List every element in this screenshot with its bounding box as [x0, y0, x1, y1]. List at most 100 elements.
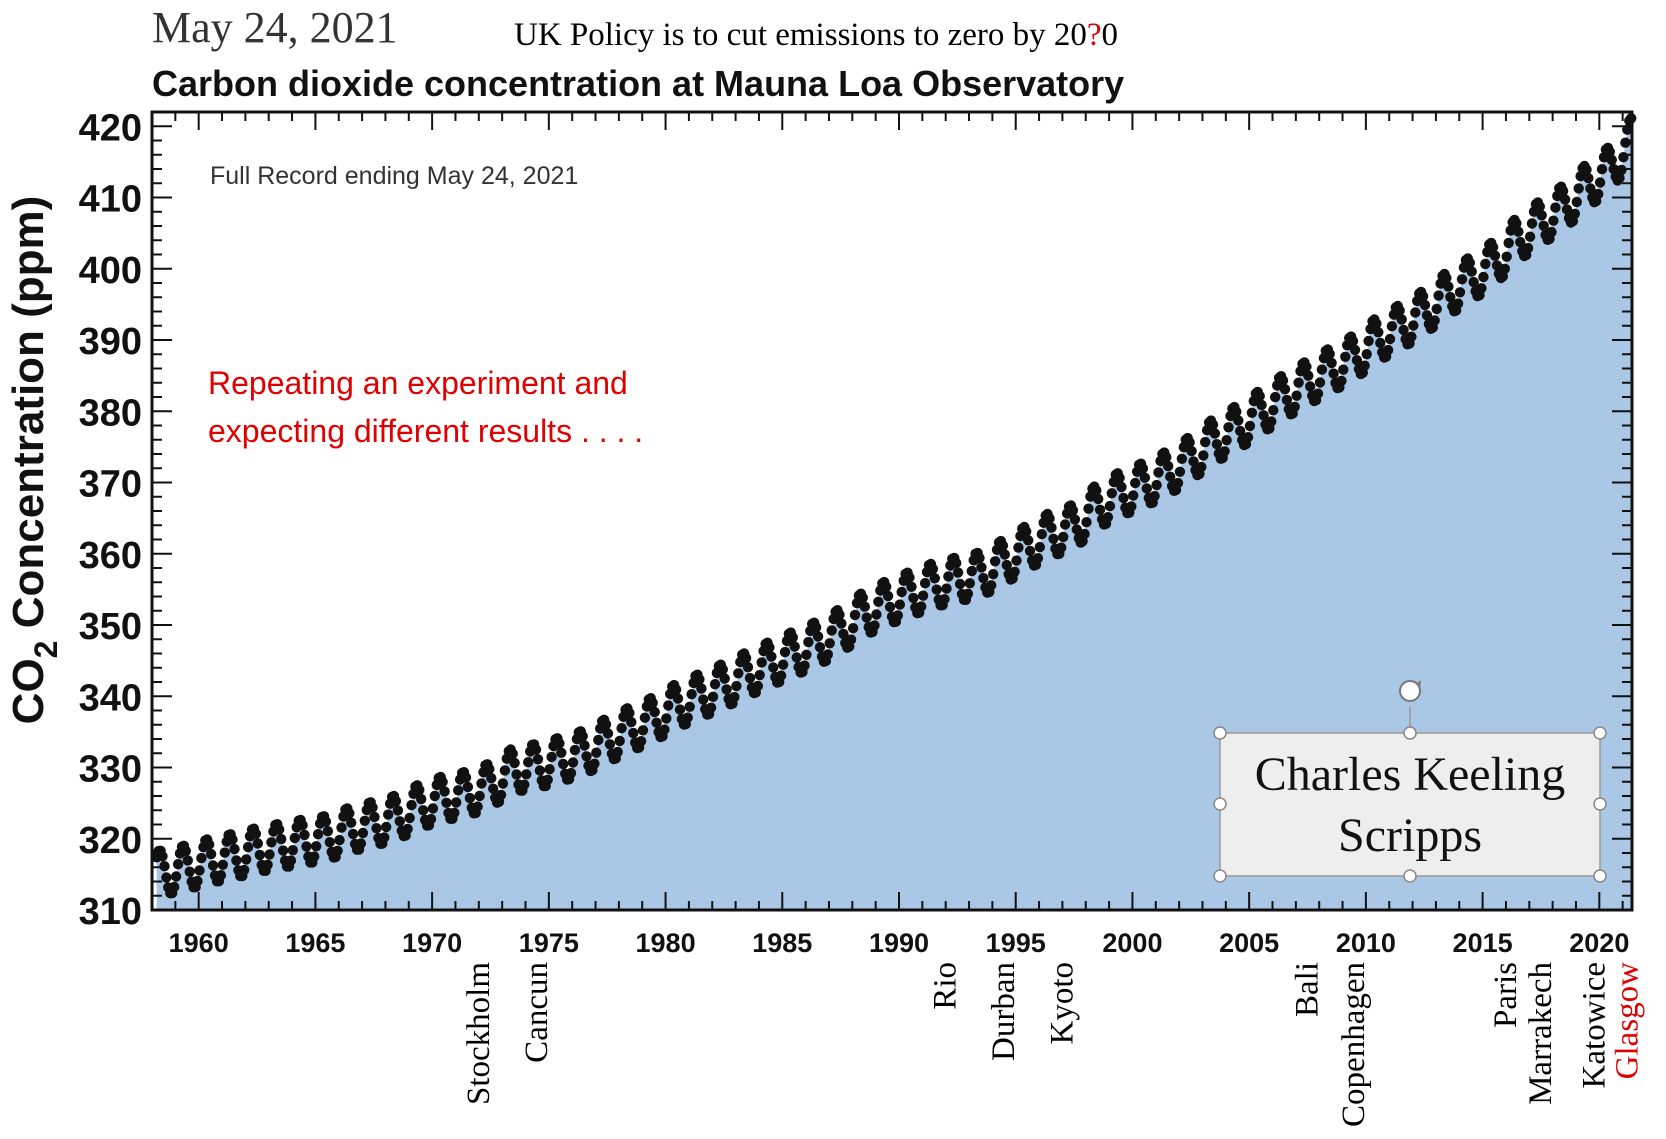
data-point	[451, 797, 462, 808]
axis-ticks	[152, 111, 1632, 911]
data-point	[1499, 263, 1511, 274]
resize-handle[interactable]	[1593, 797, 1607, 811]
data-point	[1116, 481, 1127, 493]
data-point	[834, 609, 845, 620]
resize-handles[interactable]	[1213, 726, 1607, 883]
data-point	[1104, 500, 1116, 512]
data-point	[1139, 472, 1151, 483]
data-point	[729, 691, 740, 703]
data-point	[1256, 399, 1267, 411]
data-point	[170, 871, 182, 882]
data-point	[507, 748, 518, 759]
data-point	[1429, 315, 1440, 326]
data-point	[952, 567, 964, 578]
data-point	[1081, 517, 1092, 528]
data-point	[637, 725, 649, 736]
resize-handle[interactable]	[1593, 869, 1607, 883]
data-point	[1153, 467, 1164, 478]
data-point	[1083, 503, 1094, 514]
resize-handle[interactable]	[1213, 797, 1227, 811]
data-point	[775, 670, 787, 681]
data-point	[1188, 456, 1199, 467]
data-point	[836, 618, 847, 629]
data-point	[1550, 202, 1561, 213]
data-point	[1464, 257, 1476, 269]
data-point	[628, 727, 639, 739]
resize-handle[interactable]	[1403, 726, 1417, 740]
rotate-handle-icon[interactable]	[1399, 680, 1421, 702]
data-point	[231, 855, 242, 866]
data-point	[698, 694, 709, 705]
data-point	[674, 704, 686, 715]
data-point	[1268, 405, 1279, 416]
data-point	[694, 674, 705, 685]
data-point	[768, 662, 779, 673]
resize-handle[interactable]	[1213, 869, 1227, 883]
data-point	[1258, 410, 1269, 421]
data-point	[838, 628, 849, 640]
data-point	[1503, 237, 1514, 249]
data-point	[1410, 307, 1421, 318]
data-point	[1445, 291, 1456, 303]
resize-handle[interactable]	[1593, 726, 1607, 740]
data-point	[1118, 492, 1129, 504]
data-point	[1067, 505, 1079, 516]
data-point	[161, 872, 172, 883]
data-point	[604, 739, 616, 750]
data-point	[1141, 483, 1153, 494]
data-point	[1266, 416, 1277, 427]
data-point	[896, 586, 907, 598]
data-point	[519, 779, 530, 790]
data-point	[1277, 375, 1289, 386]
data-point	[1456, 274, 1468, 285]
data-point	[978, 572, 989, 584]
policy-text: UK Policy is to cut emissions to zero by…	[514, 17, 1118, 53]
data-point	[1620, 137, 1631, 148]
data-point	[1235, 425, 1246, 437]
keeling-textbox[interactable]: Charles Keeling Scripps	[1213, 680, 1607, 883]
data-point	[1326, 357, 1337, 369]
data-point	[437, 776, 448, 788]
data-point	[1478, 271, 1489, 283]
data-point	[1433, 290, 1444, 301]
data-point	[355, 838, 367, 849]
summit-label: Stockholm	[461, 962, 497, 1105]
x-tick-label: 1970	[402, 928, 462, 958]
data-point	[1009, 566, 1020, 577]
data-point	[371, 823, 382, 834]
resize-handle[interactable]	[1403, 869, 1417, 883]
data-point	[612, 746, 623, 758]
data-point	[1046, 522, 1057, 533]
resize-handle[interactable]	[1213, 726, 1227, 740]
data-point	[546, 751, 557, 763]
data-point	[919, 578, 931, 589]
data-point	[367, 802, 378, 813]
data-point	[756, 657, 767, 668]
data-point	[1314, 377, 1326, 388]
data-point	[169, 881, 180, 893]
data-point	[1396, 314, 1407, 325]
data-point	[277, 845, 289, 856]
data-point	[416, 793, 427, 805]
data-point	[1246, 407, 1258, 418]
data-point	[180, 845, 191, 857]
chart-title: Carbon dioxide concentration at Mauna Lo…	[152, 63, 1124, 104]
y-tick-label: 420	[79, 107, 142, 149]
data-point	[1091, 485, 1102, 496]
data-point	[530, 744, 542, 755]
data-point	[861, 612, 872, 623]
data-point	[264, 849, 275, 860]
data-point	[276, 833, 287, 845]
data-point	[1279, 384, 1291, 395]
data-point	[869, 620, 880, 631]
data-point	[1375, 337, 1386, 349]
data-point	[462, 781, 474, 793]
data-point	[297, 820, 308, 831]
data-point	[254, 849, 265, 861]
data-point	[1394, 305, 1405, 316]
annotation-line-2: expecting different results . . . .	[208, 413, 643, 449]
data-point	[744, 672, 756, 684]
data-point	[1305, 381, 1316, 392]
x-tick-label: 2000	[1102, 928, 1162, 958]
data-point	[429, 790, 440, 802]
